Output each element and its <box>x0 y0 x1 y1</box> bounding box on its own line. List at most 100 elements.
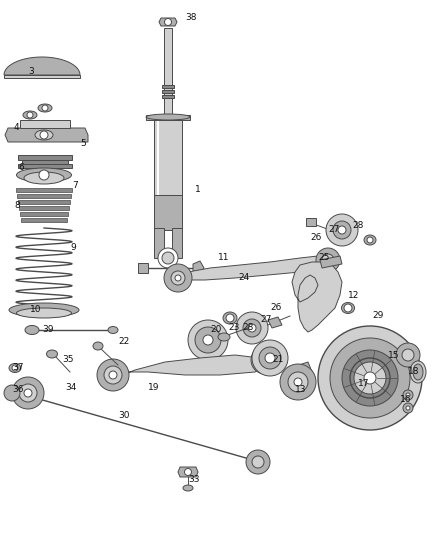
Polygon shape <box>17 194 71 198</box>
Circle shape <box>318 326 422 430</box>
Text: 5: 5 <box>80 139 86 148</box>
Ellipse shape <box>410 361 426 383</box>
Text: 27: 27 <box>328 225 339 235</box>
Polygon shape <box>292 262 342 332</box>
Polygon shape <box>18 164 72 168</box>
Circle shape <box>109 371 117 379</box>
Circle shape <box>195 327 221 353</box>
Circle shape <box>236 312 268 344</box>
Circle shape <box>104 366 122 384</box>
Circle shape <box>280 364 316 400</box>
Text: 18: 18 <box>408 367 420 376</box>
Ellipse shape <box>342 303 354 313</box>
Circle shape <box>158 248 178 268</box>
Circle shape <box>258 353 272 367</box>
Polygon shape <box>146 115 190 120</box>
Text: 35: 35 <box>62 356 74 365</box>
Polygon shape <box>162 90 174 93</box>
Ellipse shape <box>17 308 71 318</box>
Ellipse shape <box>9 364 21 373</box>
Polygon shape <box>4 57 80 75</box>
Polygon shape <box>18 200 70 204</box>
Polygon shape <box>21 218 67 222</box>
Polygon shape <box>320 256 342 268</box>
Circle shape <box>175 275 181 281</box>
Polygon shape <box>20 212 68 216</box>
Circle shape <box>203 335 213 345</box>
Text: 8: 8 <box>14 200 20 209</box>
Polygon shape <box>175 256 330 280</box>
Circle shape <box>162 252 174 264</box>
Circle shape <box>288 372 308 392</box>
Ellipse shape <box>93 342 103 350</box>
Circle shape <box>251 346 279 374</box>
Ellipse shape <box>17 168 71 182</box>
Circle shape <box>403 403 413 413</box>
Ellipse shape <box>24 172 64 184</box>
Text: 21: 21 <box>272 356 283 365</box>
Text: 6: 6 <box>18 164 24 173</box>
Text: 24: 24 <box>238 273 249 282</box>
Text: 22: 22 <box>118 337 129 346</box>
Text: 3: 3 <box>28 68 34 77</box>
Circle shape <box>294 378 302 386</box>
Circle shape <box>406 393 410 397</box>
Circle shape <box>265 353 275 363</box>
Circle shape <box>364 372 376 384</box>
Text: 15: 15 <box>388 351 399 359</box>
Circle shape <box>248 324 256 332</box>
Text: 19: 19 <box>148 384 159 392</box>
Circle shape <box>24 389 32 397</box>
Text: 7: 7 <box>72 181 78 190</box>
Circle shape <box>259 347 281 369</box>
Circle shape <box>12 365 18 371</box>
Circle shape <box>326 214 358 246</box>
Text: 10: 10 <box>30 305 42 314</box>
Circle shape <box>40 131 48 139</box>
Circle shape <box>402 349 414 361</box>
Polygon shape <box>154 195 182 230</box>
Circle shape <box>171 271 185 285</box>
Circle shape <box>165 19 172 26</box>
Ellipse shape <box>183 485 193 491</box>
Ellipse shape <box>25 326 39 335</box>
Text: 9: 9 <box>70 244 76 253</box>
Text: 29: 29 <box>372 311 383 319</box>
Circle shape <box>42 105 48 111</box>
Text: 33: 33 <box>188 475 199 484</box>
Circle shape <box>4 385 20 401</box>
Text: 16: 16 <box>400 395 411 405</box>
Circle shape <box>246 450 270 474</box>
Text: 37: 37 <box>12 364 24 373</box>
Circle shape <box>403 390 413 400</box>
Circle shape <box>338 226 346 234</box>
Polygon shape <box>19 206 69 210</box>
Text: 12: 12 <box>348 290 359 300</box>
Text: 26: 26 <box>310 233 321 243</box>
Polygon shape <box>290 362 312 378</box>
Ellipse shape <box>35 130 53 140</box>
Text: 28: 28 <box>352 221 364 230</box>
Circle shape <box>252 340 288 376</box>
Circle shape <box>330 338 410 418</box>
Circle shape <box>39 170 49 180</box>
Circle shape <box>164 264 192 292</box>
Circle shape <box>243 319 261 337</box>
Text: 1: 1 <box>195 185 201 195</box>
Circle shape <box>12 377 44 409</box>
Polygon shape <box>20 120 70 128</box>
Text: 36: 36 <box>12 385 24 394</box>
Polygon shape <box>162 95 174 98</box>
Polygon shape <box>306 218 316 226</box>
Polygon shape <box>18 155 72 160</box>
Polygon shape <box>16 188 72 192</box>
Polygon shape <box>164 28 172 115</box>
Text: 17: 17 <box>358 378 370 387</box>
Text: 4: 4 <box>14 124 20 133</box>
Circle shape <box>344 304 352 312</box>
Text: 39: 39 <box>42 326 53 335</box>
Ellipse shape <box>218 333 230 341</box>
Polygon shape <box>178 467 198 477</box>
Circle shape <box>27 112 33 118</box>
Circle shape <box>367 237 373 243</box>
